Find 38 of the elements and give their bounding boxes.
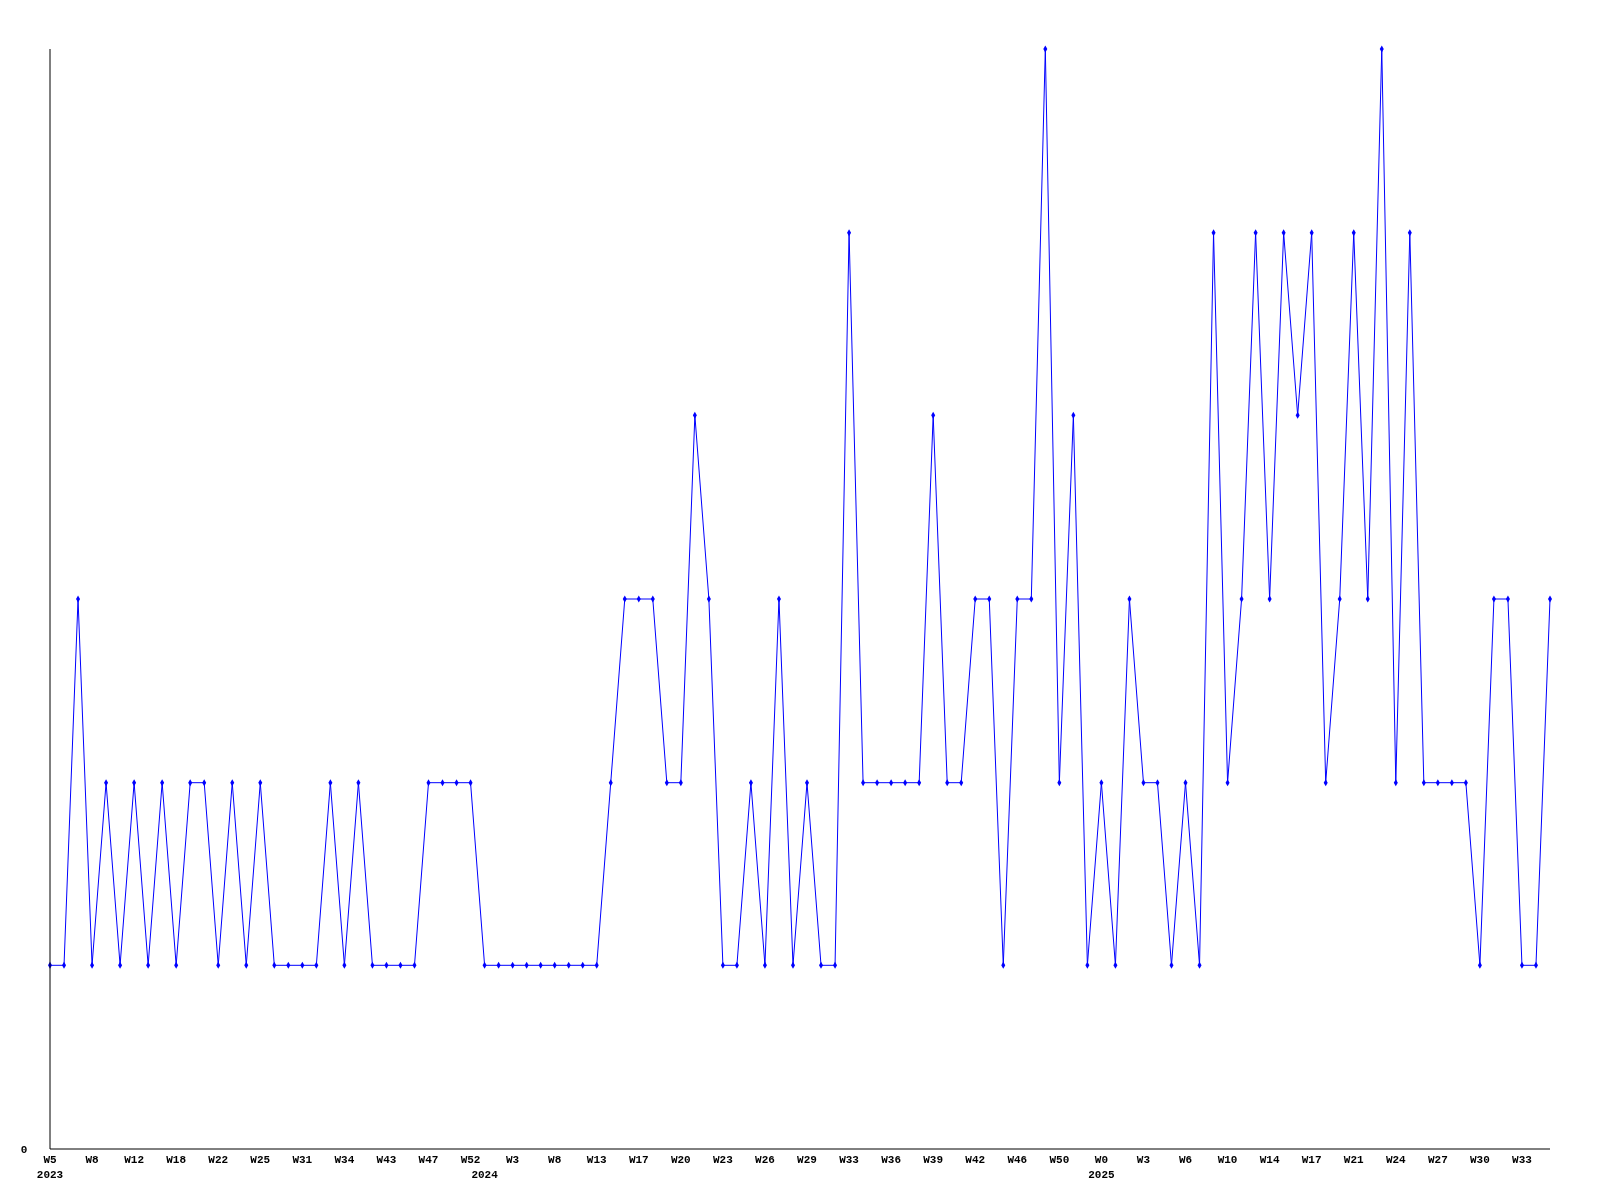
text: 0 — [20, 1144, 28, 1156]
x-tick-label: W31 — [292, 1154, 313, 1166]
x-tick-label: W5 2023 — [36, 1154, 64, 1181]
x-tick-label: W12 — [124, 1154, 145, 1166]
x-tick-label: W8 — [548, 1154, 562, 1166]
x-tick-label: W14 — [1259, 1154, 1280, 1166]
x-tick-label: W52 — [460, 1154, 481, 1166]
x-tick-label: 2024 — [471, 1169, 499, 1181]
x-tick-label: W17 — [1301, 1154, 1322, 1166]
x-tick-label: W33 — [839, 1154, 860, 1166]
x-tick-label: W8 — [85, 1154, 100, 1166]
x-tick-label: W33 — [1512, 1154, 1533, 1166]
x-tick-label: W47 — [418, 1154, 439, 1166]
x-tick-label: W46 — [1007, 1154, 1028, 1166]
x-tick-label: W3 — [1136, 1154, 1151, 1166]
x-tick-label: W17 — [628, 1154, 649, 1166]
x-tick-label: W22 — [208, 1154, 229, 1166]
x-tick-label: W42 — [965, 1154, 986, 1166]
x-tick-label: W10 — [1217, 1154, 1238, 1166]
x-tick-label: W30 — [1470, 1154, 1490, 1166]
x-tick-label: W27 — [1427, 1154, 1448, 1166]
x-tick-label: W23 — [712, 1154, 734, 1166]
x-tick-label: W18 — [166, 1154, 187, 1166]
x-tick-label: W26 — [755, 1154, 775, 1166]
x-tick-label: W0 2025 — [1088, 1154, 1115, 1181]
x-tick-label: W24 — [1385, 1154, 1407, 1166]
x-tick-label: W20 — [670, 1154, 691, 1166]
x-tick-label: W6 — [1178, 1154, 1193, 1166]
x-tick-label: W39 — [923, 1154, 944, 1166]
x-tick-label: W43 — [376, 1154, 397, 1166]
x-tick-label: W21 — [1343, 1154, 1365, 1166]
x-tick-label: W3 — [506, 1154, 520, 1166]
x-tick-label: W29 — [797, 1154, 817, 1166]
x-tick-label: W36 — [881, 1154, 902, 1166]
x-tick-label: W50 — [1049, 1154, 1070, 1166]
x-tick-label: W25 — [250, 1154, 271, 1166]
x-tick-label: W13 — [586, 1154, 608, 1166]
x-tick-label: W34 — [334, 1154, 355, 1166]
